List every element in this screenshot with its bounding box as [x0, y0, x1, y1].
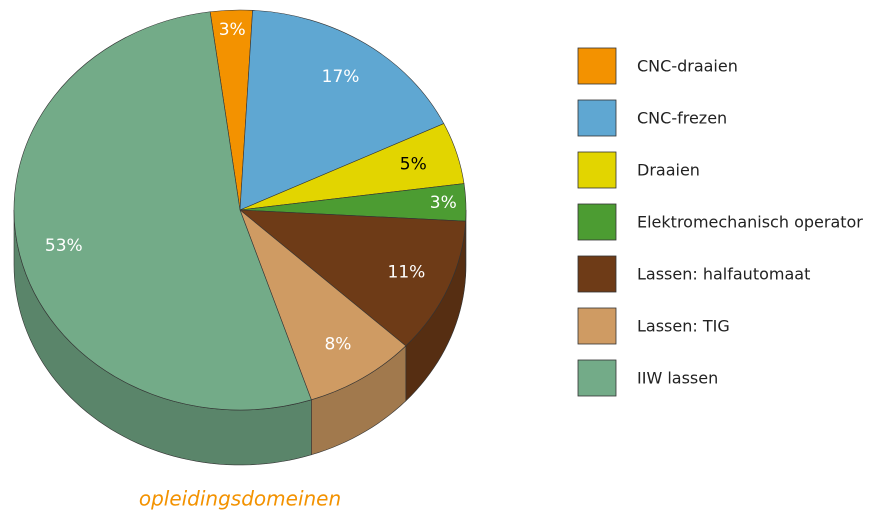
legend-swatch: [577, 359, 617, 397]
legend-swatch: [577, 255, 617, 293]
legend-label: Lassen: halfautomaat: [637, 265, 810, 284]
data-label: 11%: [388, 263, 426, 283]
legend-label: Lassen: TIG: [637, 317, 730, 336]
pie-slice: [13, 11, 312, 411]
data-label: 3%: [219, 20, 246, 40]
legend-swatch: [577, 151, 617, 189]
legend-swatch: [577, 47, 617, 85]
legend-label: CNC-draaien: [637, 57, 738, 76]
legend-label: Draaien: [637, 161, 700, 180]
legend-label: CNC-frezen: [637, 109, 727, 128]
data-label: 5%: [400, 154, 427, 174]
pie-slice: [239, 209, 407, 401]
legend-label: IIW lassen: [637, 369, 718, 388]
data-label: 8%: [324, 334, 351, 354]
data-label: 17%: [322, 67, 360, 87]
legend-label: Elektromechanisch operator: [637, 213, 863, 232]
data-label: 53%: [45, 236, 83, 256]
data-label: 3%: [430, 193, 457, 213]
pie-slice: [239, 209, 466, 347]
chart-title: opleidingsdomeinen: [139, 487, 341, 511]
legend-swatch: [577, 307, 617, 345]
pie-slice: [239, 9, 445, 211]
legend-swatch: [577, 99, 617, 137]
legend-swatch: [577, 203, 617, 241]
